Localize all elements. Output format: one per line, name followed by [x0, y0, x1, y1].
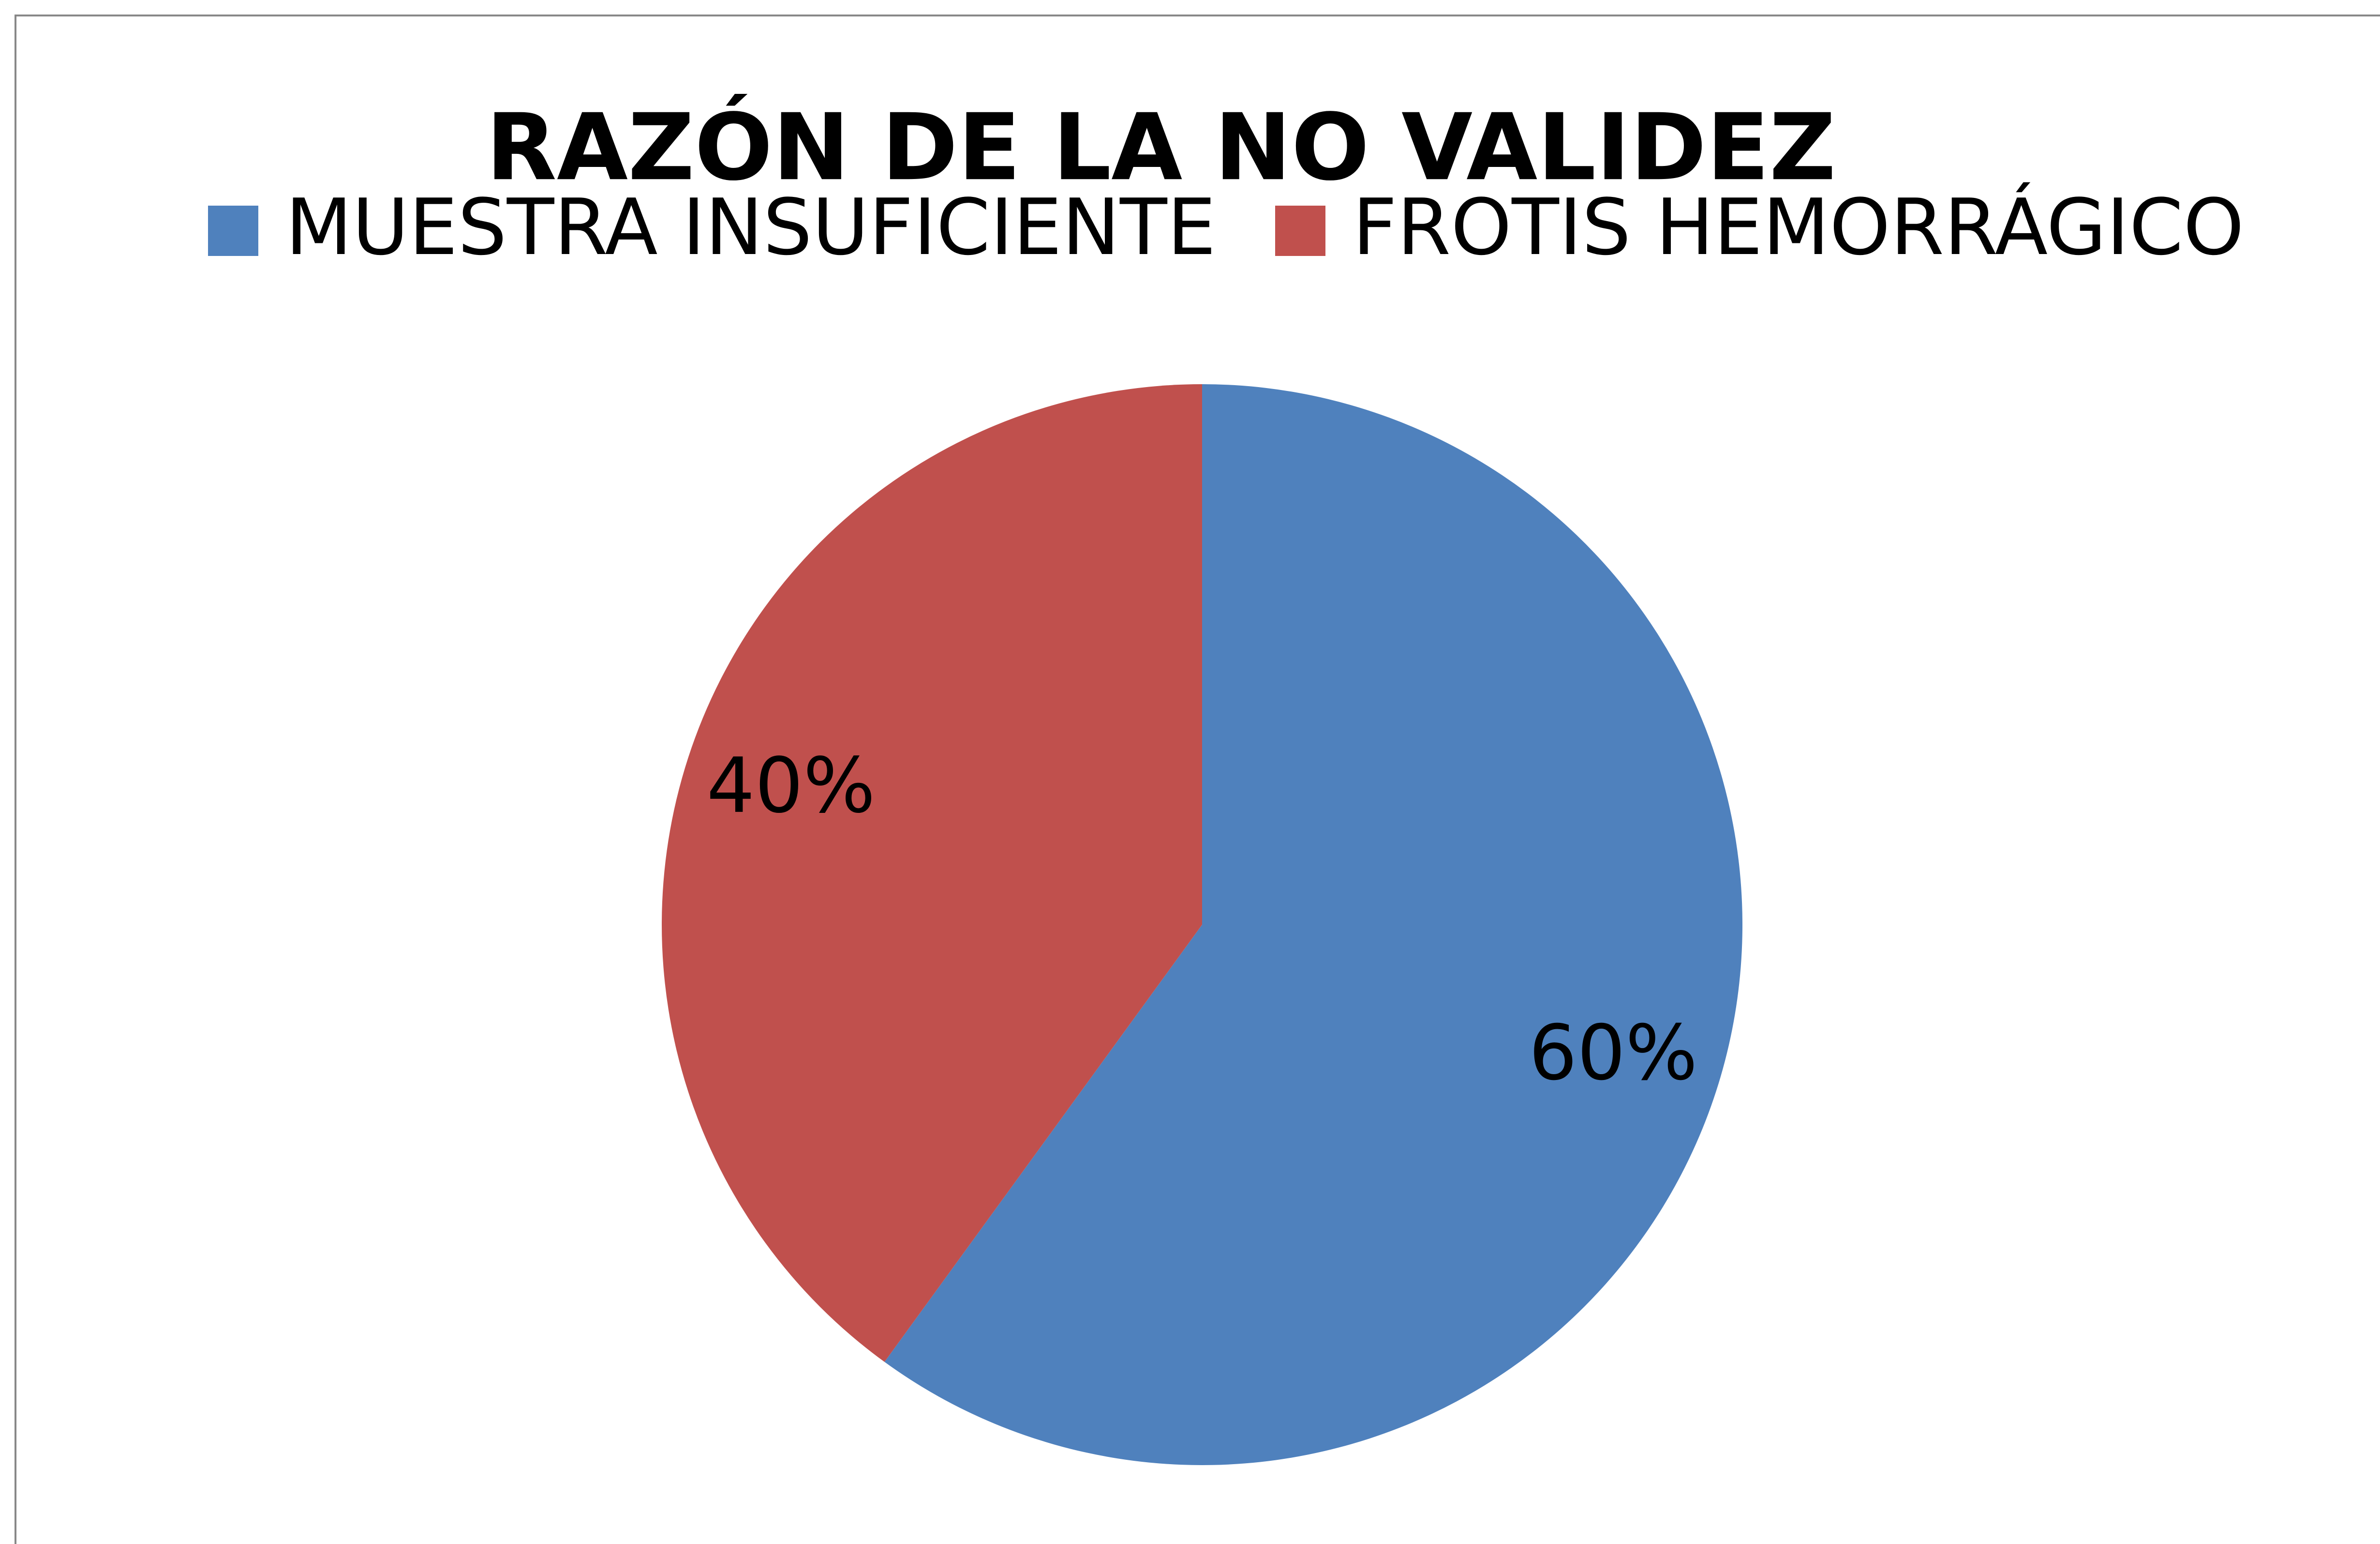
chart-title: RAZÓN DE LA NO VALIDEZ	[486, 93, 1836, 201]
pie-slice	[884, 384, 1743, 1466]
legend-label: MUESTRA INSUFICIENTE	[285, 182, 1216, 272]
pie-slice	[662, 384, 1202, 1362]
legend-label: FROTIS HEMORRÁGICO	[1353, 182, 2244, 272]
legend-swatch	[1275, 206, 1325, 256]
data-label: 40%	[707, 742, 876, 830]
data-label: 60%	[1529, 1009, 1697, 1097]
legend-swatch	[208, 206, 258, 256]
